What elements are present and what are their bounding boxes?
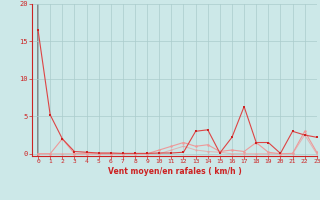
- X-axis label: Vent moyen/en rafales ( km/h ): Vent moyen/en rafales ( km/h ): [108, 167, 241, 176]
